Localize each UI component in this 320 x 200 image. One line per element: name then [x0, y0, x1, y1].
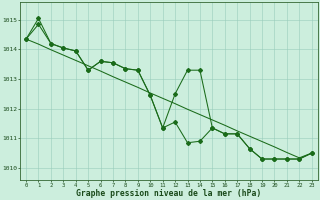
X-axis label: Graphe pression niveau de la mer (hPa): Graphe pression niveau de la mer (hPa) — [76, 189, 261, 198]
